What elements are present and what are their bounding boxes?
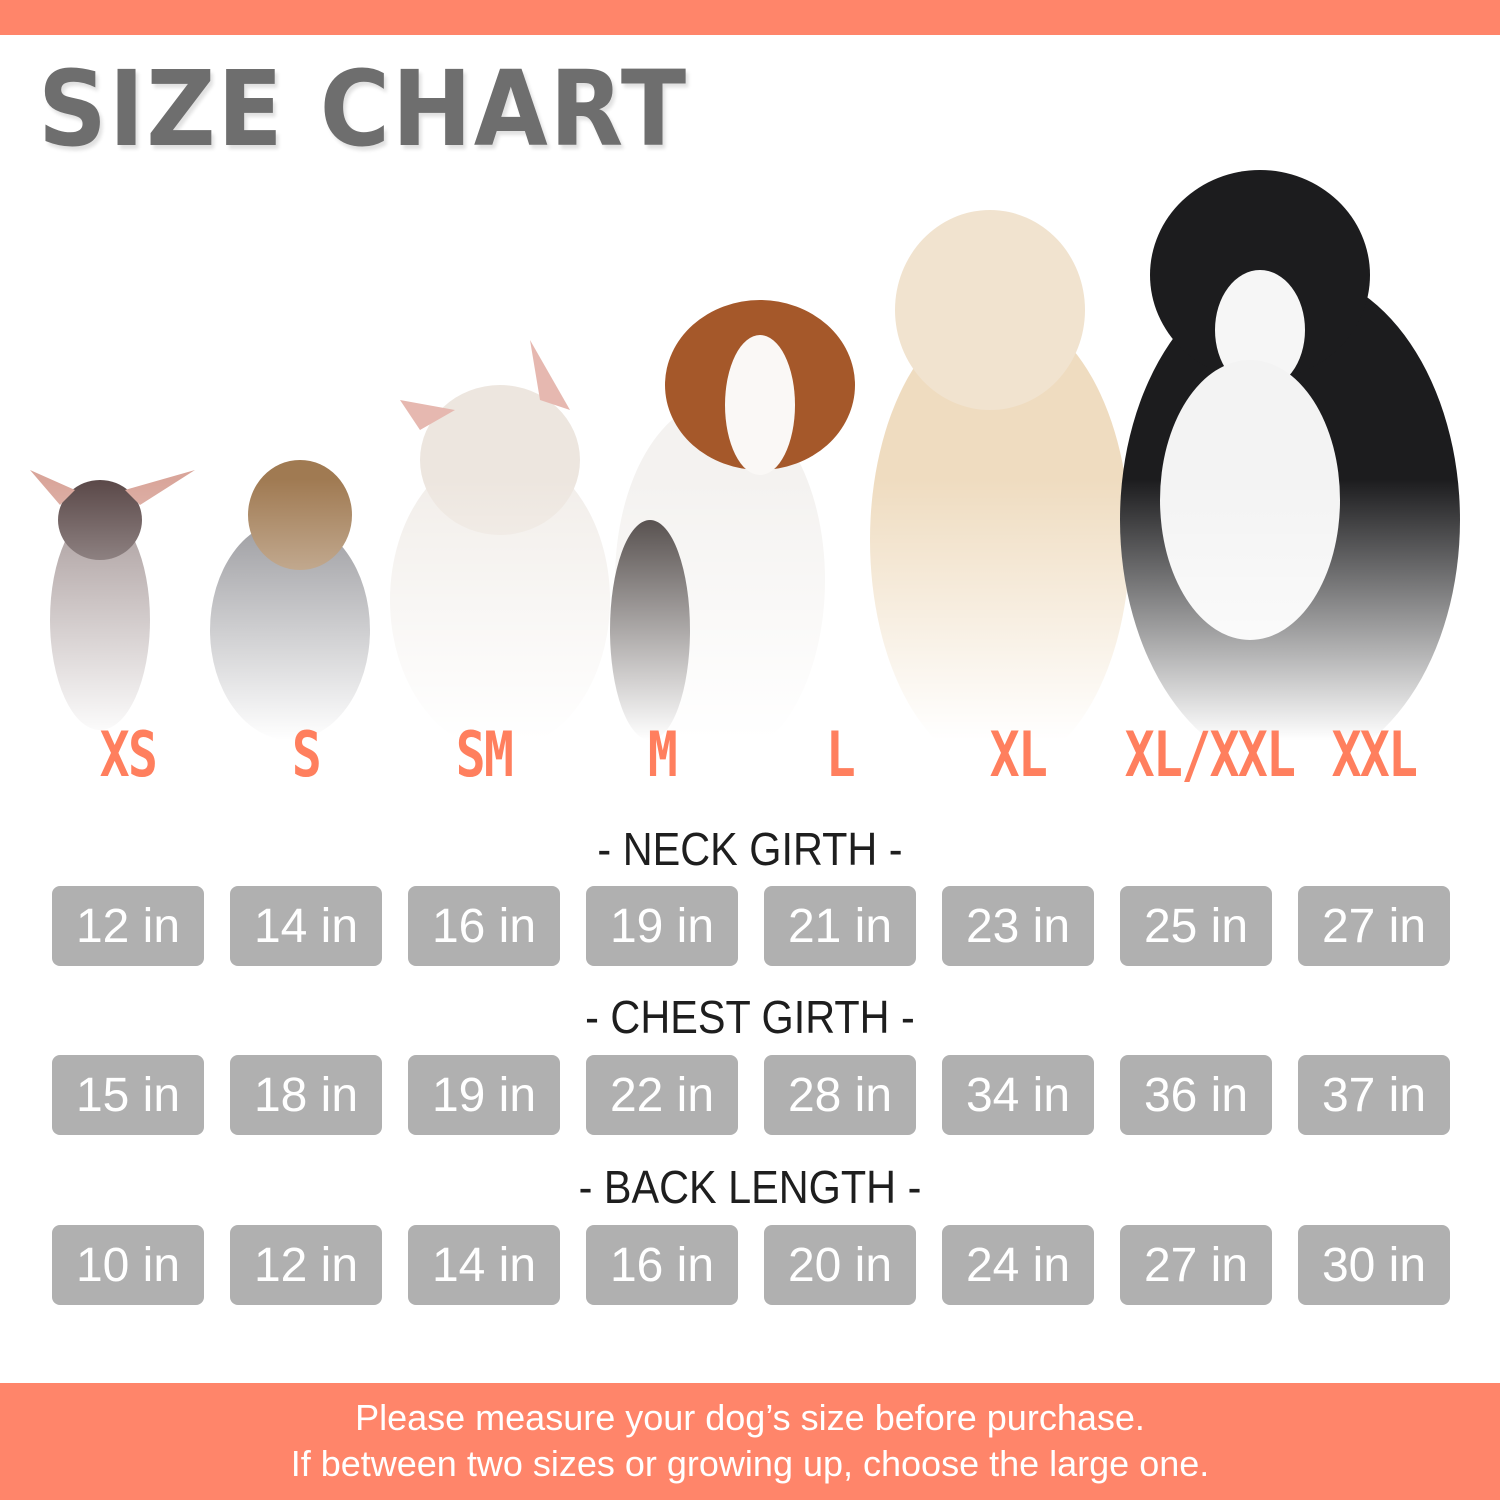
neck-girth-value-m: 19 in [586,886,738,966]
chest-girth-value-l: 28 in [764,1055,916,1135]
dogs-photo [0,160,1500,740]
size-label-xxl: XXL [1331,718,1418,791]
footer-note: Please measure your dog’s size before pu… [0,1383,1500,1500]
chest-girth-value-xl: 34 in [942,1055,1094,1135]
size-label-s: S [291,718,322,791]
neck-girth-value-xs: 12 in [52,886,204,966]
size-label-l: L [825,718,856,791]
footer-line-2: If between two sizes or growing up, choo… [290,1443,1210,1484]
chest-girth-value-m: 22 in [586,1055,738,1135]
neck-girth-value-sm: 16 in [408,886,560,966]
chest-girth-value-xs: 15 in [52,1055,204,1135]
back-length-value-l: 20 in [764,1225,916,1305]
chest-girth-title: - CHEST GIRTH - [585,991,915,1043]
neck-girth-value-l: 21 in [764,886,916,966]
back-length-value-xs: 10 in [52,1225,204,1305]
size-label-xs: XS [99,718,158,791]
top-accent-bar [0,0,1500,35]
size-label-xl: XL [989,718,1048,791]
neck-girth-value-xl: 23 in [942,886,1094,966]
chest-girth-value-xl-xxl: 36 in [1120,1055,1272,1135]
footer-line-1: Please measure your dog’s size before pu… [355,1397,1145,1438]
page-title: SIZE CHART [38,48,688,170]
neck-girth-title: - NECK GIRTH - [597,823,903,875]
back-length-value-s: 12 in [230,1225,382,1305]
size-label-xl-xxl: XL/XXL [1124,718,1296,791]
chest-girth-value-xxl: 37 in [1298,1055,1450,1135]
size-label-sm: SM [455,718,514,791]
back-length-value-xl: 24 in [942,1225,1094,1305]
chest-girth-value-s: 18 in [230,1055,382,1135]
back-length-value-xxl: 30 in [1298,1225,1450,1305]
chest-girth-value-sm: 19 in [408,1055,560,1135]
back-length-value-xl-xxl: 27 in [1120,1225,1272,1305]
neck-girth-value-xxl: 27 in [1298,886,1450,966]
back-length-value-m: 16 in [586,1225,738,1305]
back-length-title: - BACK LENGTH - [578,1161,922,1213]
size-label-m: M [647,718,678,791]
neck-girth-value-xl-xxl: 25 in [1120,886,1272,966]
neck-girth-value-s: 14 in [230,886,382,966]
back-length-value-sm: 14 in [408,1225,560,1305]
